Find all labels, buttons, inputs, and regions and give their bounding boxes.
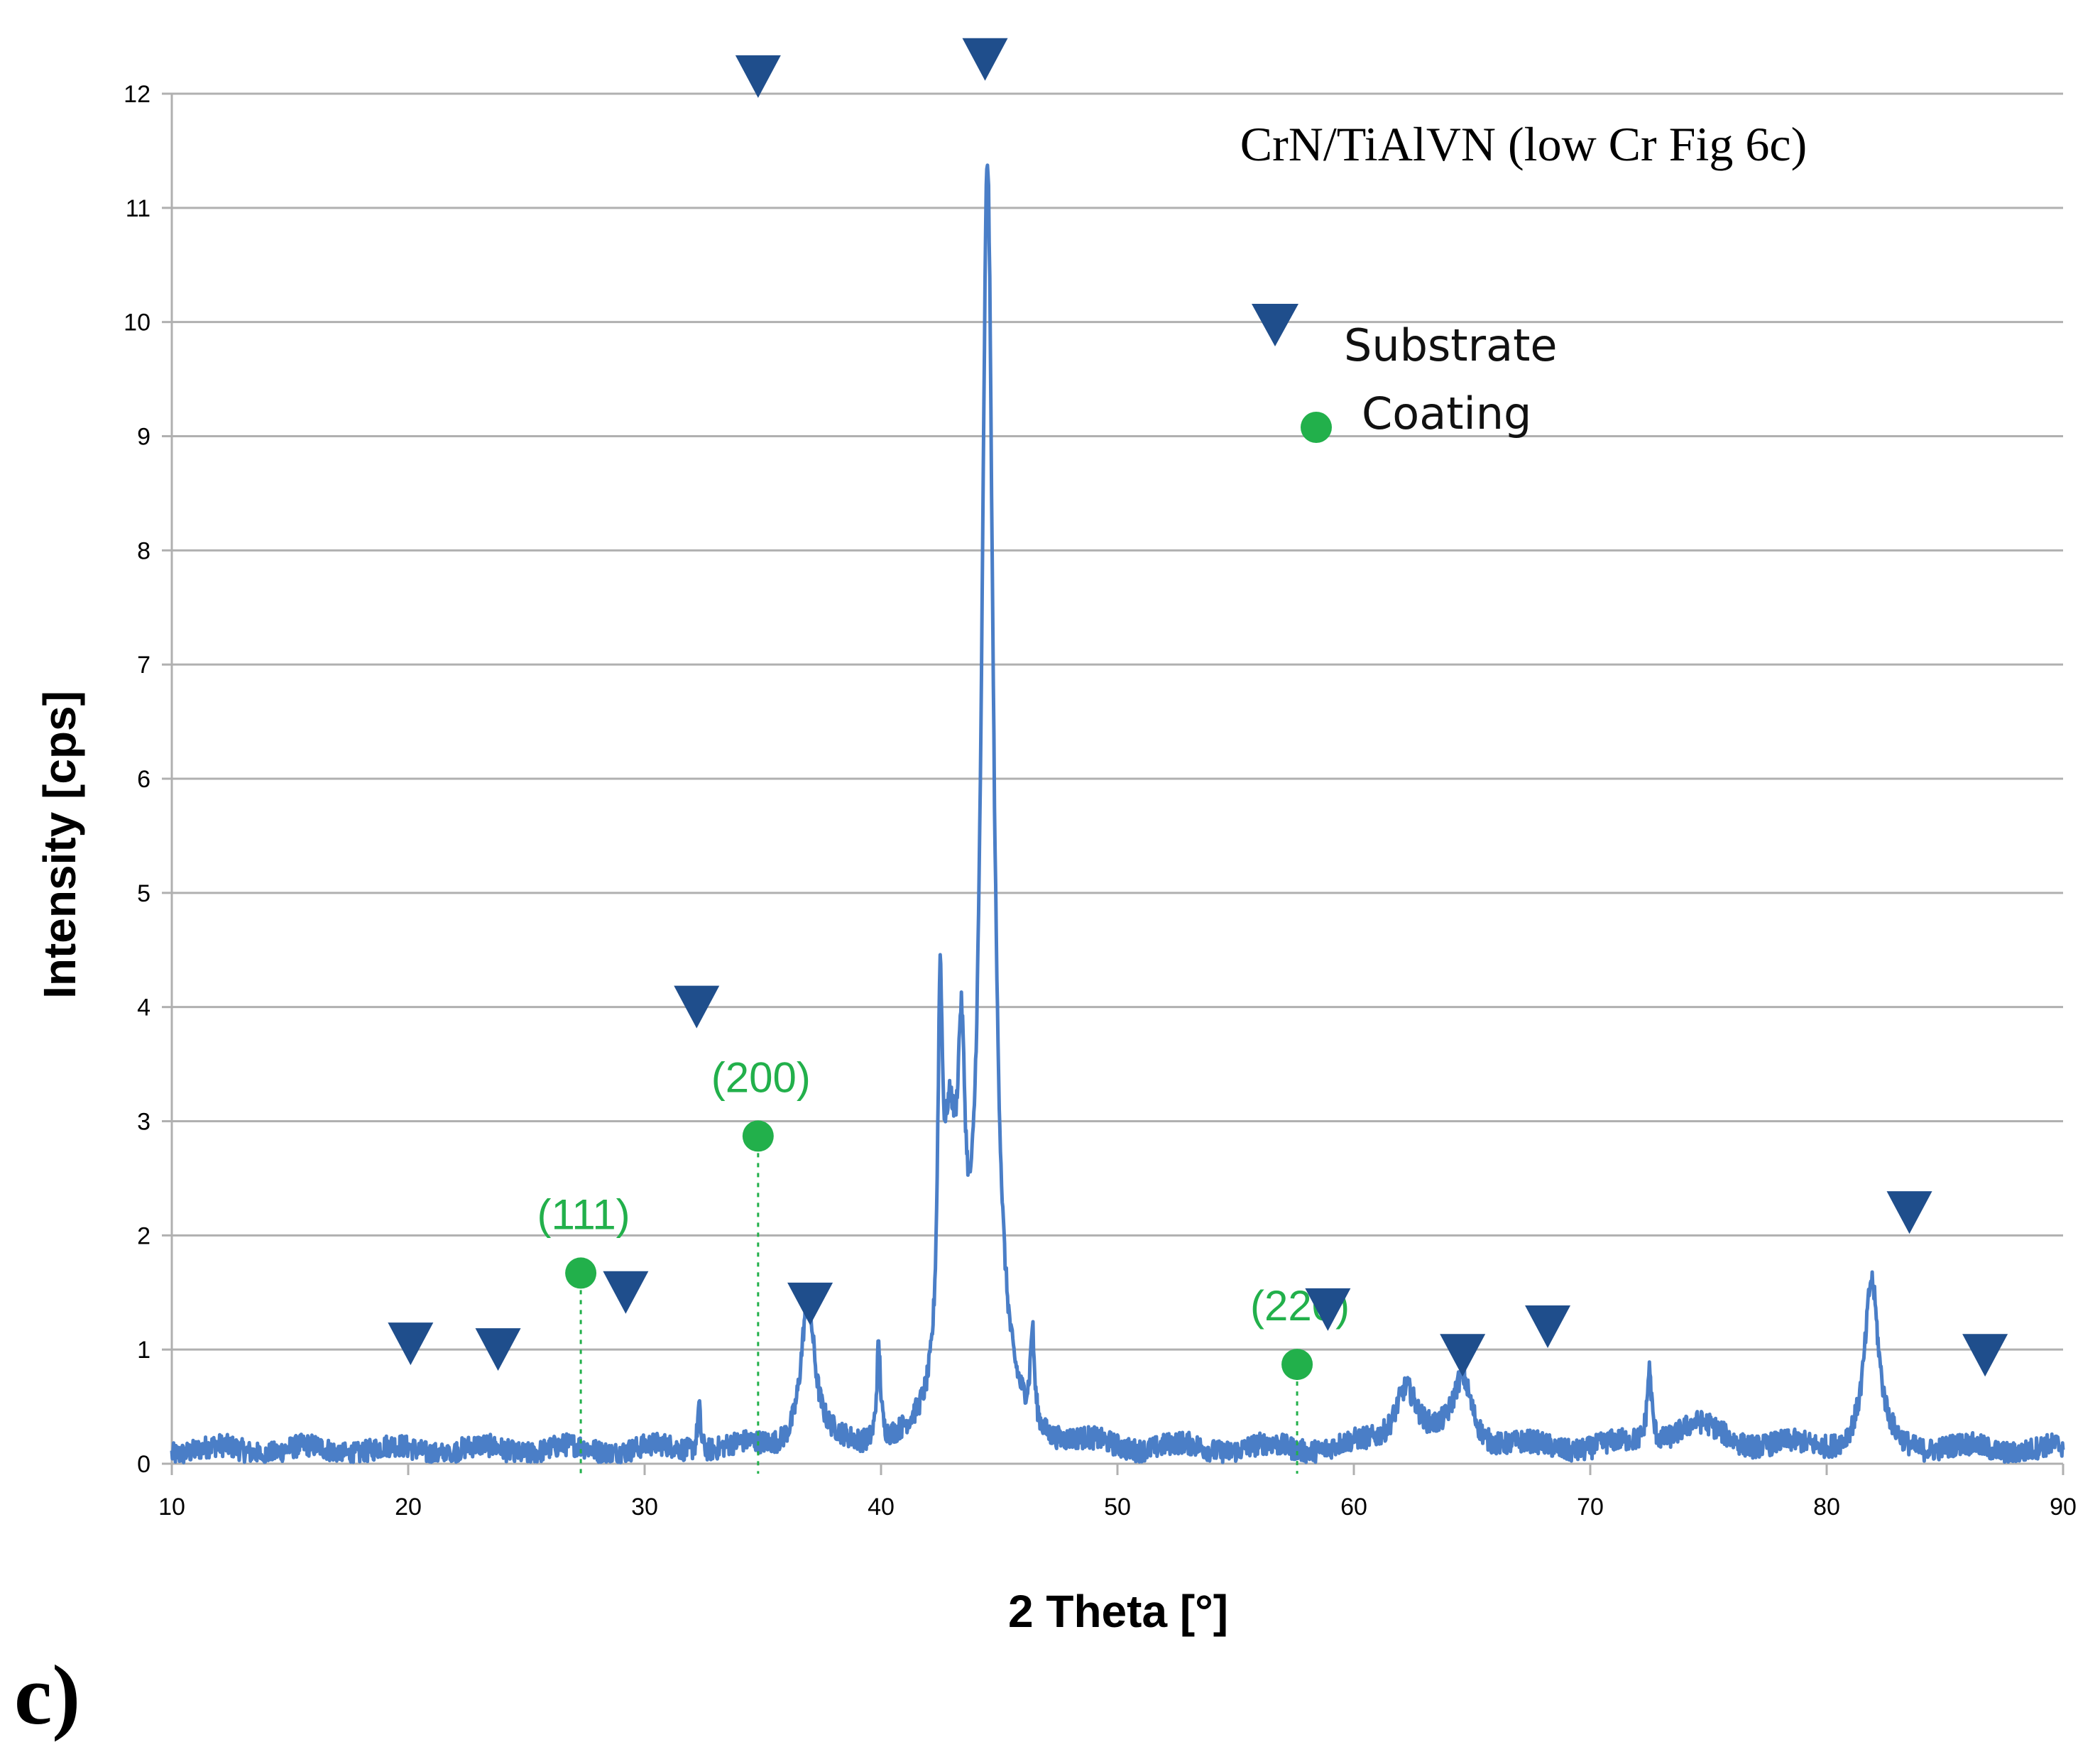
substrate-marker: [475, 1328, 521, 1371]
legend-coating-marker: [1301, 412, 1332, 443]
substrate-marker: [735, 55, 781, 98]
y-tick-label: 9: [137, 424, 151, 451]
y-tick-label: 0: [137, 1451, 151, 1478]
series-layer: [170, 163, 2065, 1464]
substrate-marker: [603, 1271, 649, 1314]
y-tick-label: 6: [137, 766, 151, 793]
y-tick-label: 3: [137, 1109, 151, 1136]
x-tick-label: 70: [1577, 1494, 1604, 1521]
coating-marker: [565, 1257, 597, 1289]
y-tick-label: 11: [126, 195, 151, 222]
panel-label: c): [14, 1648, 80, 1742]
y-tick-label: 7: [137, 652, 151, 679]
substrate-marker: [787, 1282, 833, 1325]
substrate-marker: [962, 38, 1008, 81]
y-tick-label: 2: [137, 1222, 151, 1249]
x-tick-label: 60: [1340, 1494, 1367, 1521]
legend-substrate-marker: [1252, 304, 1298, 346]
x-tick-label: 80: [1813, 1494, 1840, 1521]
x-tick-label: 50: [1104, 1494, 1131, 1521]
series-line-0: [170, 163, 2065, 1464]
substrate-marker: [388, 1322, 434, 1366]
substrate-marker: [1525, 1305, 1571, 1348]
grid-layer: [172, 92, 2063, 1351]
legend-substrate-label: Substrate: [1344, 319, 1558, 371]
y-tick-label: 1: [137, 1337, 151, 1364]
substrate-marker: [1440, 1334, 1486, 1377]
chart-title: CrN/TiAlVN (low Cr Fig 6c): [1240, 117, 1807, 171]
substrate-marker: [1886, 1191, 1932, 1234]
x-tick-label: 10: [158, 1494, 185, 1521]
y-tick-label: 12: [124, 81, 151, 108]
substrate-marker: [1305, 1288, 1351, 1331]
x-tick-label: 30: [631, 1494, 658, 1521]
y-tick-label: 5: [137, 880, 151, 907]
y-axis-title: Intensity [cps]: [34, 691, 85, 999]
coating-miller-label: (111): [537, 1190, 630, 1238]
x-tick-label: 90: [2050, 1494, 2077, 1521]
y-tick-label: 8: [137, 537, 151, 564]
x-axis-title: 2 Theta [°]: [1008, 1586, 1228, 1637]
y-tick-label: 4: [137, 995, 151, 1021]
marker-layer: (111)(200)(220): [388, 38, 2008, 1474]
substrate-marker: [1962, 1334, 2008, 1377]
x-tick-label: 20: [395, 1494, 422, 1521]
x-tick-label: 40: [868, 1494, 895, 1521]
coating-miller-label: (200): [711, 1053, 811, 1101]
y-tick-label: 10: [124, 309, 151, 336]
legend-coating-label: Coating: [1362, 388, 1531, 439]
substrate-marker: [674, 985, 720, 1029]
coating-marker: [742, 1120, 774, 1152]
coating-marker: [1281, 1349, 1313, 1381]
legend: Substrate Coating: [1252, 304, 1558, 443]
